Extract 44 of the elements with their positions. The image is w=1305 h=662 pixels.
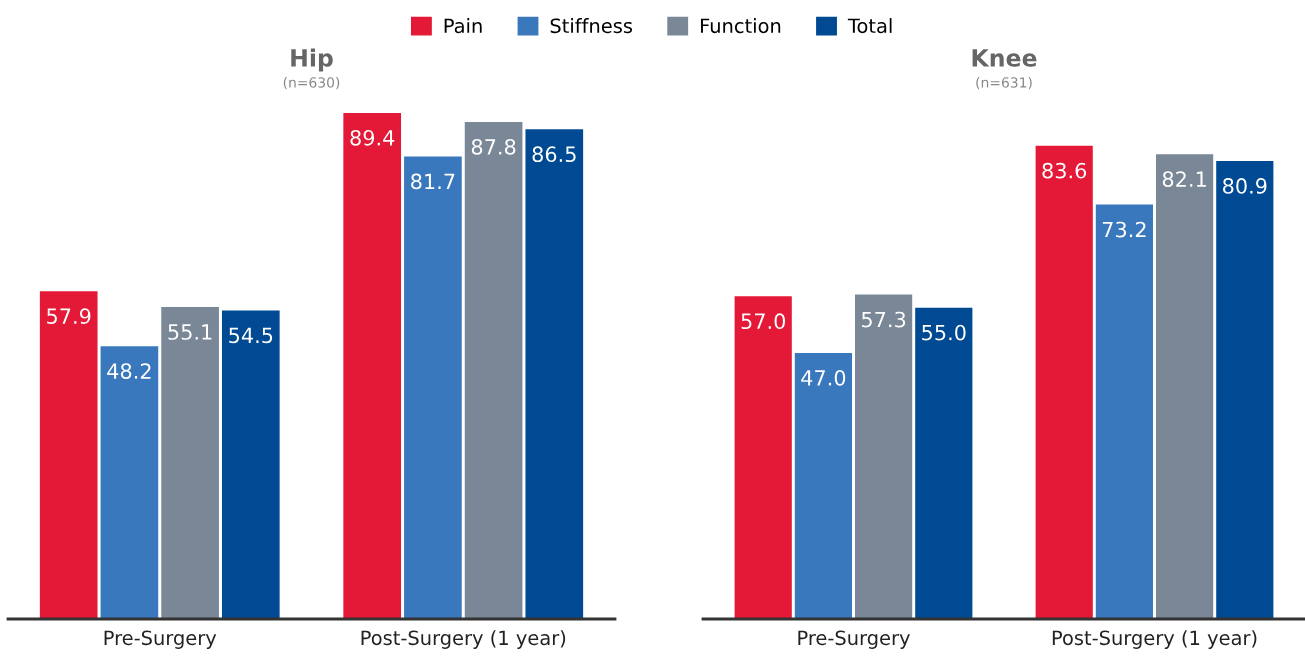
data-label: 57.0 <box>741 313 786 330</box>
data-label: 89.4 <box>350 129 395 146</box>
bar <box>161 307 219 619</box>
bar <box>404 156 462 619</box>
data-label: 48.2 <box>107 363 151 379</box>
bar <box>794 352 852 619</box>
bar <box>464 121 523 619</box>
data-label: 81.7 <box>411 173 455 190</box>
x-tick-label: Pre-Surgery <box>104 630 217 649</box>
data-label: 80.9 <box>1223 178 1267 194</box>
bar <box>1095 204 1153 619</box>
data-label: 55.1 <box>168 324 212 340</box>
bar <box>221 310 280 619</box>
chart-title: Hip <box>291 48 333 72</box>
data-label: 83.6 <box>1042 162 1087 179</box>
data-label: 73.2 <box>1102 221 1146 238</box>
data-label: 47.0 <box>801 369 846 386</box>
bar <box>734 296 792 619</box>
legend-label: Pain <box>444 18 482 34</box>
bar <box>1156 154 1214 619</box>
data-label: 57.3 <box>862 311 906 328</box>
data-label: 87.8 <box>471 138 516 155</box>
bar <box>1035 145 1093 619</box>
x-tick-label: Post-Surgery (1 year) <box>361 630 566 649</box>
bar <box>855 294 913 619</box>
bar <box>343 112 402 619</box>
legend-label: Total <box>847 18 892 34</box>
x-tick-label: Post-Surgery (1 year) <box>1052 630 1257 649</box>
bar <box>39 291 98 619</box>
data-label: 86.5 <box>532 146 576 163</box>
legend-label: Function <box>701 18 781 34</box>
chart-subtitle: (n=630) <box>283 76 340 90</box>
bar <box>525 129 584 619</box>
bar <box>915 307 973 619</box>
x-tick-label: Pre-Surgery <box>798 630 910 649</box>
bar <box>100 346 159 619</box>
data-label: 55.0 <box>922 324 966 341</box>
data-label: 57.9 <box>47 308 91 325</box>
legend-label: Stiffness <box>550 18 633 34</box>
bar <box>1216 161 1274 619</box>
chart-title: Knee <box>972 49 1037 67</box>
chart-subtitle: (n=631) <box>976 76 1032 90</box>
data-label: 82.1 <box>1162 171 1206 188</box>
data-label: 54.5 <box>229 327 273 344</box>
